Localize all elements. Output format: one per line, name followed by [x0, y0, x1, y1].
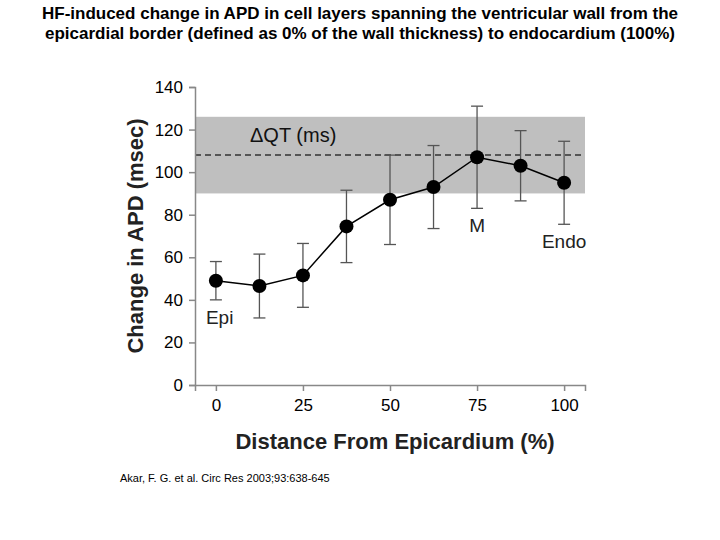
- qt-label: ΔQT (ms): [250, 124, 336, 146]
- data-point: [383, 193, 397, 207]
- tick-mark: [189, 172, 195, 174]
- error-bar: [428, 146, 440, 229]
- tick-mark: [303, 385, 305, 391]
- y-axis-title: Change in APD (msec): [123, 118, 148, 353]
- tick-mark: [189, 385, 195, 387]
- tick-mark: [189, 87, 195, 89]
- tick: 60: [164, 248, 195, 267]
- tick-label: 100: [155, 163, 183, 182]
- error-bar: [297, 243, 309, 307]
- tick-label: 140: [155, 78, 183, 97]
- error-bar: [515, 131, 527, 201]
- data-point: [557, 176, 571, 190]
- tick: 0: [212, 385, 221, 415]
- tick-label: 25: [294, 396, 313, 415]
- qt-mean-line: [195, 154, 585, 156]
- data-point: [209, 274, 223, 288]
- tick: 120: [155, 121, 195, 140]
- tick-mark: [189, 214, 195, 216]
- data-point: [427, 180, 441, 194]
- annotation: M: [469, 215, 485, 236]
- data-point: [252, 279, 266, 293]
- error-bar: [558, 141, 570, 224]
- tick: 140: [155, 78, 195, 97]
- tick-label: 60: [164, 248, 183, 267]
- axis-line: [196, 386, 586, 392]
- tick: 100: [155, 163, 195, 182]
- tick: 40: [164, 291, 195, 310]
- tick-label: 0: [212, 396, 221, 415]
- y-axis: 0 20 40 60 80 100 120 140: [155, 78, 196, 395]
- error-bar: [384, 155, 396, 244]
- tick-label: 40: [164, 291, 183, 310]
- data-point: [296, 268, 310, 282]
- x-axis: 0 25 50 75 100: [196, 385, 586, 415]
- tick-mark: [189, 257, 195, 259]
- tick-label: 120: [155, 121, 183, 140]
- axis-line: [189, 88, 196, 386]
- tick: 20: [164, 333, 195, 352]
- error-bar: [253, 254, 265, 318]
- tick-mark: [390, 385, 392, 391]
- tick-mark: [189, 342, 195, 344]
- plot-area: [195, 106, 585, 318]
- title: HF-induced change in APD in cell layers …: [10, 4, 710, 44]
- source: Akar, F. G. et al. Circ Res 2003;93:638-…: [120, 472, 330, 484]
- tick-label: 100: [550, 396, 578, 415]
- tick-label: 0: [174, 376, 183, 395]
- data-point: [470, 150, 484, 164]
- x-axis-title: Distance From Epicardium (%): [235, 429, 554, 454]
- tick: 0: [174, 376, 195, 395]
- error-bar: [210, 262, 222, 300]
- data-point: [339, 219, 353, 233]
- tick-mark: [564, 385, 566, 391]
- tick-mark: [216, 385, 218, 391]
- tick: 75: [468, 385, 487, 415]
- tick-label: 75: [468, 396, 487, 415]
- tick-mark: [189, 300, 195, 302]
- tick: 25: [294, 385, 313, 415]
- tick: 50: [381, 385, 400, 415]
- tick: 100: [550, 385, 578, 415]
- tick-label: 20: [164, 333, 183, 352]
- tick-label: 50: [381, 396, 400, 415]
- tick-mark: [189, 129, 195, 131]
- tick: 80: [164, 206, 195, 225]
- error-bar: [471, 106, 483, 208]
- error-bar: [340, 190, 352, 262]
- tick-mark: [477, 385, 479, 391]
- data-point: [514, 159, 528, 173]
- annotation: Endo: [542, 231, 586, 252]
- annotation: Epi: [206, 307, 233, 328]
- tick-label: 80: [164, 206, 183, 225]
